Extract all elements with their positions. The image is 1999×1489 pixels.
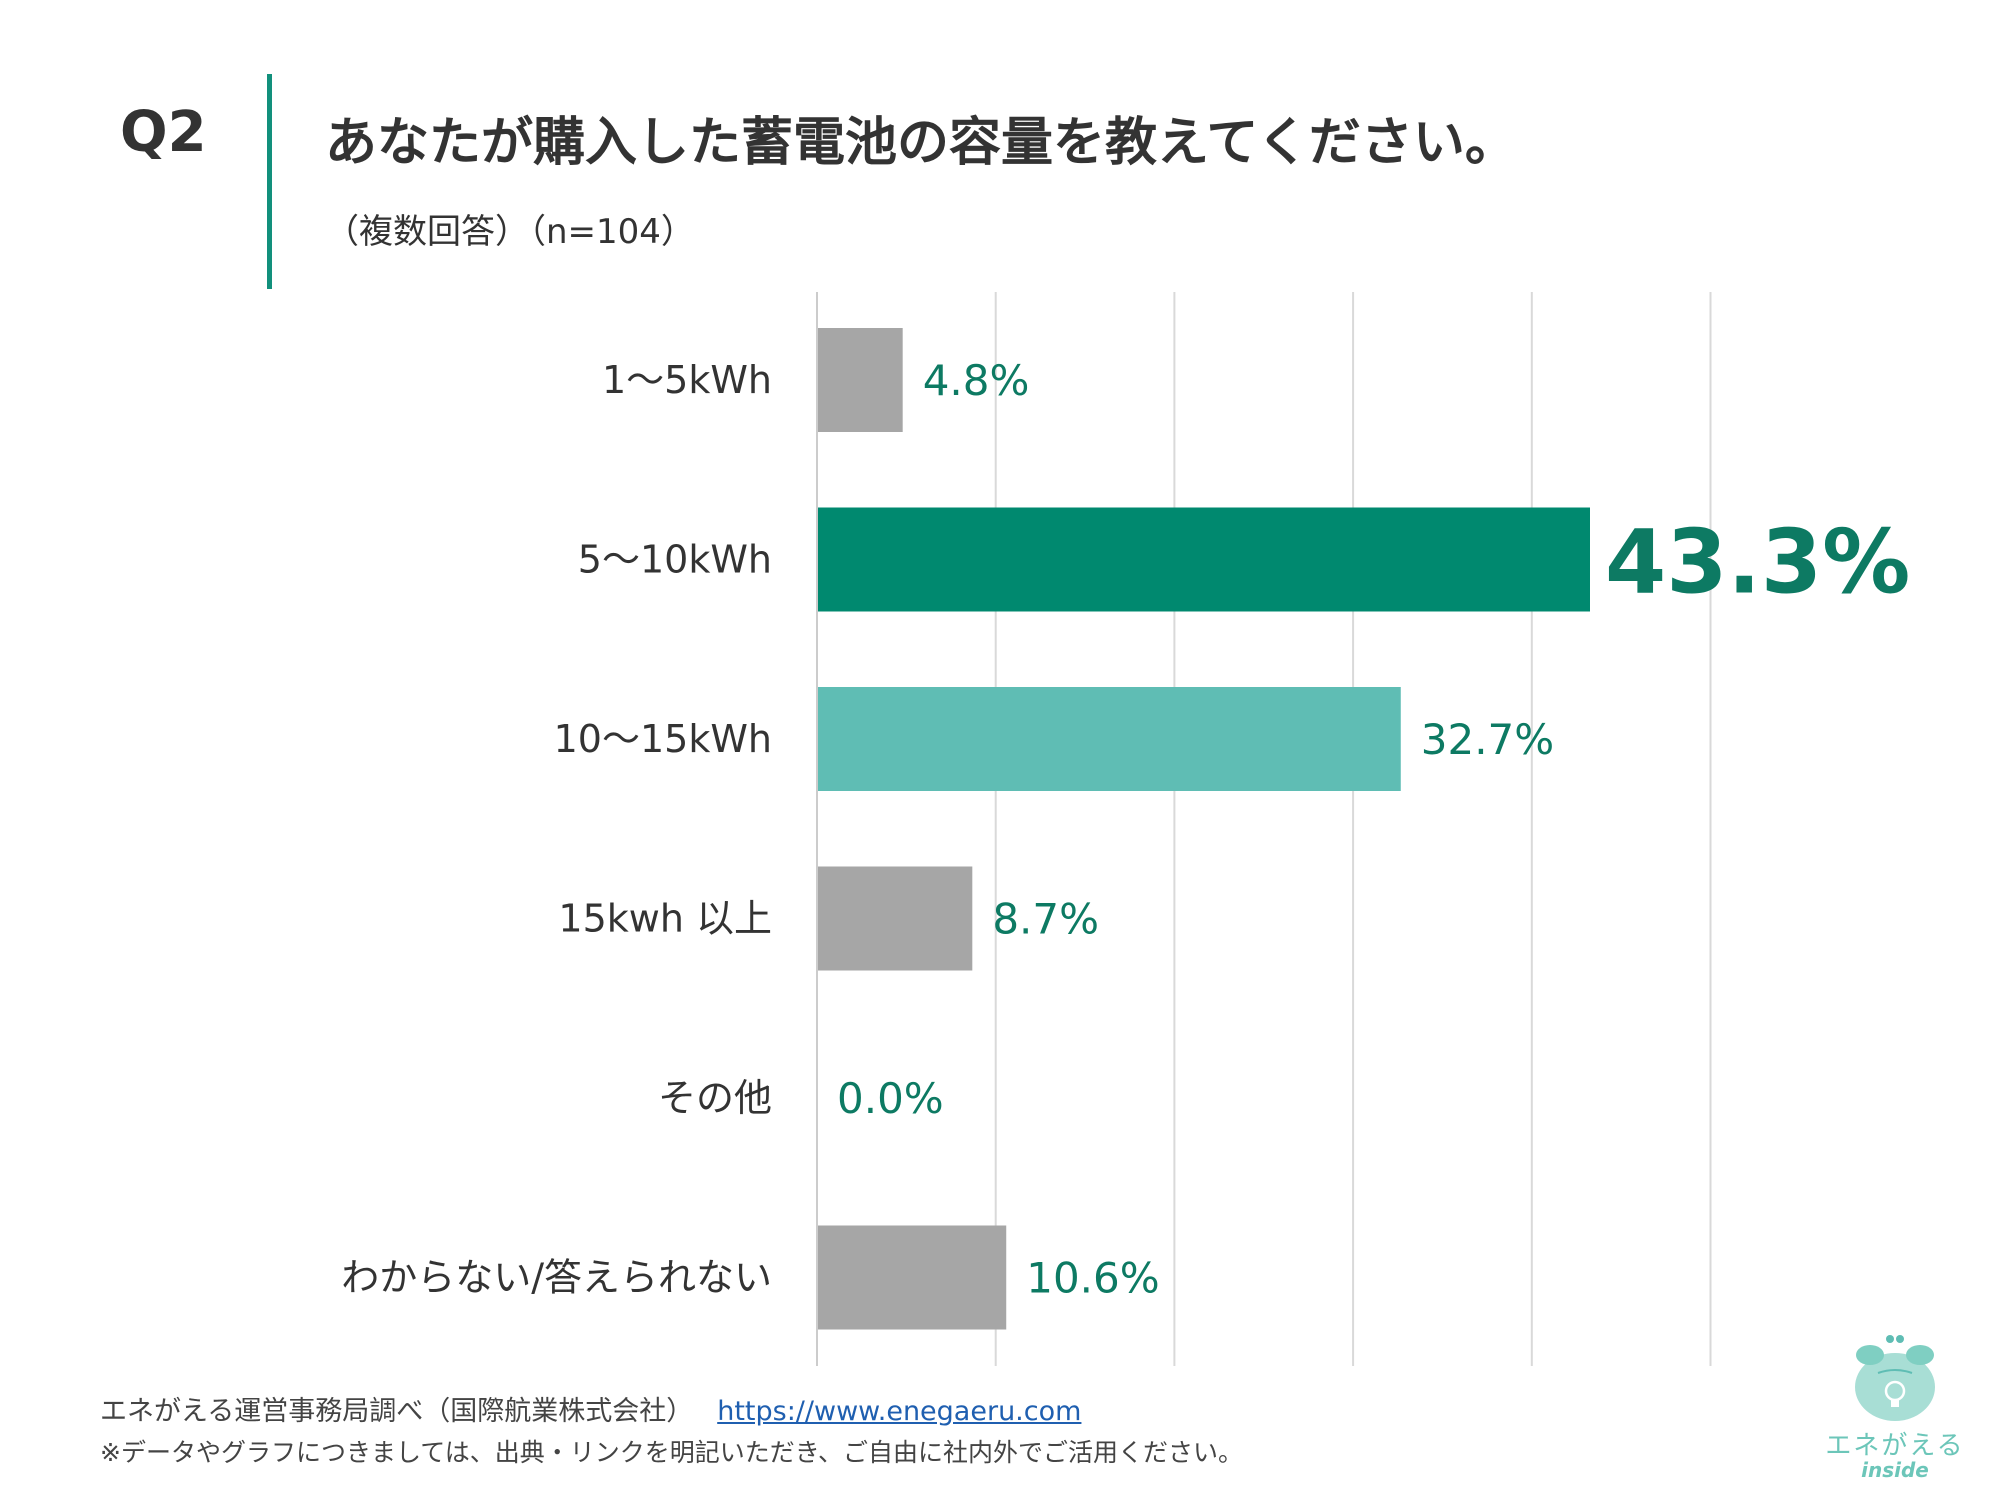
value-label: 10.6% (1026, 1254, 1159, 1303)
category-label: 5〜10kWh (578, 538, 772, 582)
enegaeru-logo: エネがえる inside (1820, 1325, 1970, 1485)
logo-subtext: inside (1861, 1458, 1929, 1482)
value-label: 0.0% (837, 1074, 944, 1123)
bar (817, 1225, 1007, 1330)
category-label: 1〜5kWh (602, 358, 772, 402)
value-label: 43.3% (1605, 511, 1910, 614)
question-label: Q2 (120, 100, 207, 165)
footer-note: ※データやグラフにつきましては、出典・リンクを明記いただき、ご自由に社内外でご活… (100, 1438, 1243, 1467)
bar-chart: 1〜5kWh 4.8% 5〜10kWh 43.3% 10〜15kWh 32.7% 15kwh… (341, 292, 1910, 1366)
bar (817, 328, 903, 432)
category-label: その他 (658, 1076, 772, 1120)
header-divider (267, 74, 272, 289)
footer-source: エネがえる運営事務局調べ（国際航業株式会社） https://www.enegae… (100, 1389, 1081, 1428)
bar (817, 687, 1401, 791)
value-label: 8.7% (992, 895, 1099, 944)
category-label: 10〜15kWh (554, 717, 772, 761)
value-label: 32.7% (1421, 715, 1554, 764)
footer-source-text: エネがえる運営事務局調べ（国際航業株式会社） (100, 1396, 694, 1427)
question-title: あなたが購入した蓄電池の容量を教えてください。 (325, 113, 1517, 173)
bar (817, 507, 1590, 612)
question-subtitle: （複数回答）（n=104） (325, 212, 695, 252)
bar (817, 866, 973, 971)
value-label: 4.8% (923, 356, 1030, 405)
category-label: 15kwh 以上 (558, 897, 772, 941)
logo-text: エネがえる (1825, 1431, 1965, 1461)
category-label: わからない/答えられない (341, 1256, 772, 1300)
logo-mascot-icon (1855, 1335, 1935, 1421)
footer-link[interactable]: https://www.enegaeru.com (717, 1396, 1082, 1427)
